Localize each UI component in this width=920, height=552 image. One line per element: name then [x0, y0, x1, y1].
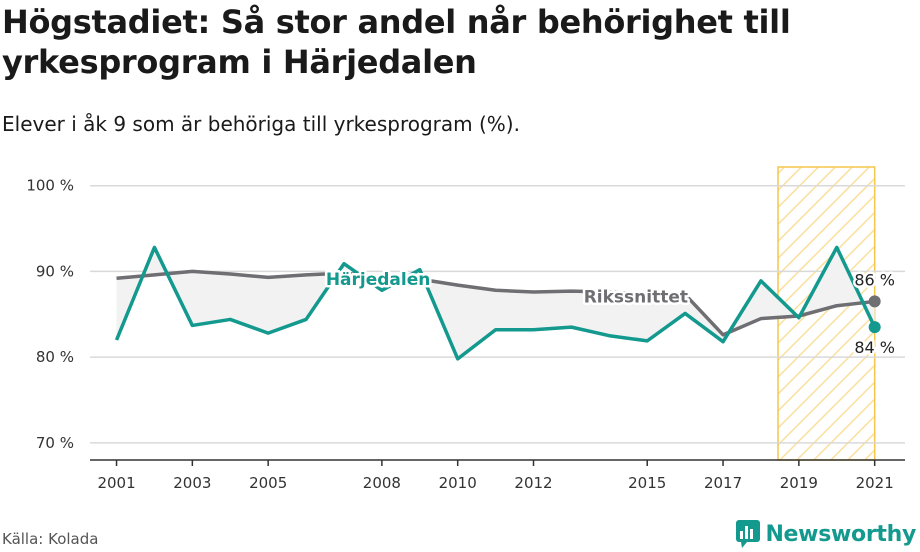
x-tick-label: 2010	[439, 474, 477, 492]
x-tick-label: 2015	[628, 474, 666, 492]
end-label-harjedalen-halo: 84 %	[854, 338, 895, 357]
x-tick-label: 2019	[780, 474, 818, 492]
x-tick-label: 2012	[514, 474, 552, 492]
end-label-harjedalen: 84 %	[854, 338, 895, 357]
y-tick-label: 70 %	[36, 434, 74, 452]
newsworthy-logo-icon	[736, 520, 761, 548]
x-tick-label: 2001	[97, 474, 135, 492]
y-tick-label: 100 %	[26, 177, 74, 195]
chart-title: Högstadiet: Så stor andel når behörighet…	[2, 3, 791, 81]
brand-logo: Newsworthy	[735, 518, 916, 550]
chart-subtitle: Elever i åk 9 som är behöriga till yrkes…	[2, 112, 520, 136]
y-tick-label: 90 %	[36, 262, 74, 280]
series-label-rikssnittet: Rikssnittet	[584, 287, 688, 307]
series-line-rikssnittet	[116, 269, 875, 337]
x-tick-label: 2005	[249, 474, 287, 492]
x-tick-label: 2017	[704, 474, 742, 492]
x-tick-label: 2021	[856, 474, 894, 492]
series-label-rikssnittet-halo: Rikssnittet	[584, 287, 688, 307]
source-note: Källa: Kolada	[2, 530, 99, 548]
end-label-rikssnittet-halo: 86 %	[854, 270, 895, 289]
y-tick-label: 80 %	[36, 348, 74, 366]
difference-area	[116, 247, 875, 359]
end-point-rikssnittet	[868, 295, 881, 308]
series-label-harjedalen-halo: Härjedalen	[326, 270, 431, 290]
end-label-rikssnittet: 86 %	[854, 270, 895, 289]
series-label-harjedalen: Härjedalen	[326, 270, 431, 290]
x-tick-label: 2003	[173, 474, 211, 492]
brand-name: Newsworthy	[765, 521, 916, 547]
x-tick-label: 2008	[363, 474, 401, 492]
series-line-harjedalen	[114, 245, 877, 361]
end-point-harjedalen	[868, 321, 881, 334]
